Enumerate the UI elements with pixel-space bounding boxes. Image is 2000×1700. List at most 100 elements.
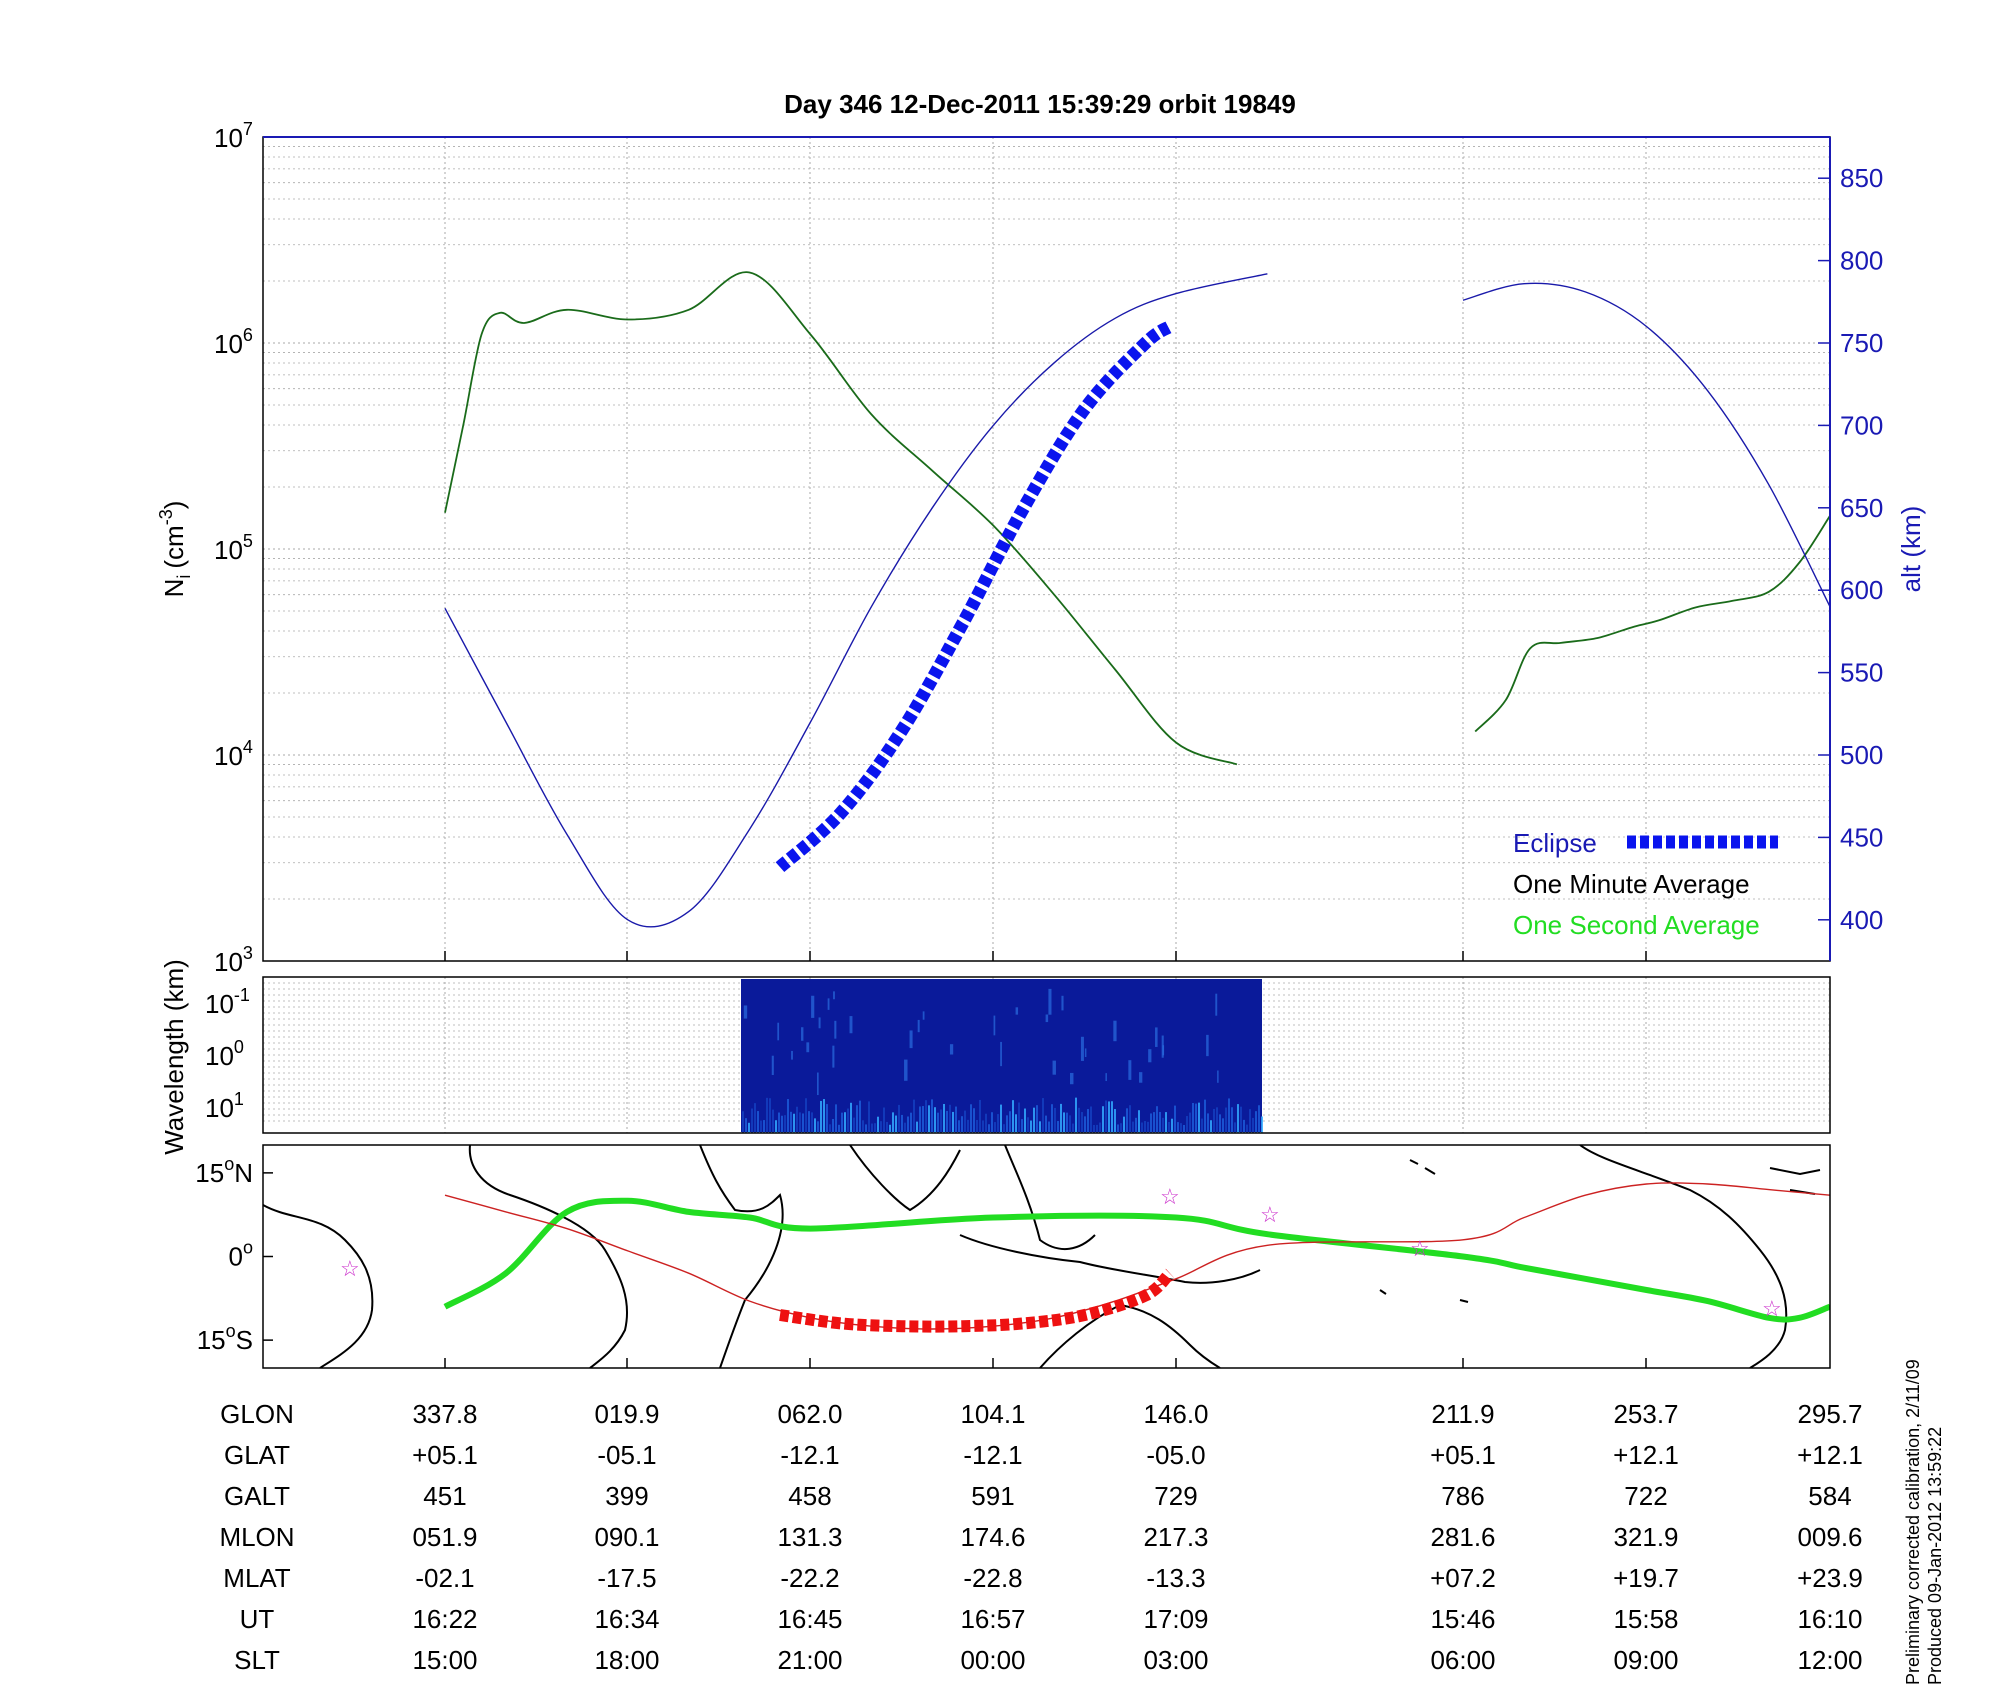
spectrogram-column <box>994 1122 996 1133</box>
spectrogram-column <box>1237 1104 1239 1133</box>
coastline-south-america <box>263 1204 374 1368</box>
spectrogram-column <box>970 1104 972 1133</box>
spectrogram-column <box>1177 1122 1179 1133</box>
spectrogram-column <box>1183 1124 1185 1133</box>
spectrogram-streak <box>949 1044 954 1055</box>
ephemeris-value: 16:10 <box>1797 1604 1862 1634</box>
spectrogram-column <box>1243 1119 1245 1133</box>
ephemeris-value: 17:09 <box>1143 1604 1208 1634</box>
spectrogram-column <box>1144 1120 1146 1133</box>
spectrogram-column <box>982 1120 984 1133</box>
ephemeris-value: 019.9 <box>594 1399 659 1429</box>
spectrogram-column <box>769 1098 771 1133</box>
spectrogram-column <box>1084 1116 1086 1133</box>
spectrogram-streak <box>1162 1045 1165 1056</box>
spectrogram-column <box>793 1113 795 1133</box>
ephemeris-value: 16:57 <box>960 1604 1025 1634</box>
ephemeris-value: 062.0 <box>777 1399 842 1429</box>
spectrogram-column <box>1141 1122 1143 1133</box>
spectrogram-column <box>796 1106 798 1133</box>
ni-axis-label: Ni (cm-3) <box>156 501 194 598</box>
spectrogram-frame <box>262 976 1831 1134</box>
wavelength-tick-label: 10-1 <box>205 985 250 1019</box>
spectrogram-column <box>1213 1108 1215 1133</box>
wavelength-tick-exponent: 0 <box>234 1037 244 1057</box>
spectrogram-column <box>1219 1114 1221 1133</box>
spectrogram-streak <box>849 1016 853 1034</box>
ni-tick-exponent: 7 <box>243 119 253 139</box>
hemisphere-letter: S <box>236 1325 253 1355</box>
spectrogram-column <box>742 1111 744 1133</box>
spectrogram-column <box>841 1112 843 1133</box>
calibration-note: Preliminary corrected calibration, 2/11/… <box>1903 1359 1923 1685</box>
spectrogram-column <box>838 1124 840 1133</box>
star-marker-icon: ☆ <box>1410 1236 1430 1261</box>
ni-subscript: i <box>174 575 194 579</box>
ephemeris-value: 03:00 <box>1143 1645 1208 1675</box>
main-grid <box>263 137 1830 962</box>
ephemeris-value: 337.8 <box>412 1399 477 1429</box>
spectrogram-column <box>883 1107 885 1133</box>
spectrogram-streak <box>777 1022 780 1041</box>
ephemeris-value: 15:58 <box>1613 1604 1678 1634</box>
spectrogram-column <box>889 1124 891 1133</box>
spectrogram-column <box>1111 1101 1113 1133</box>
ephemeris-value: +05.1 <box>1430 1440 1496 1470</box>
ephemeris-table: GLON 337.8 019.9 062.0 104.1 146.0 211.9 253.7 2… <box>219 1399 1862 1675</box>
spectrogram-streak <box>993 1015 996 1036</box>
wavelength-tick-label: 101 <box>205 1089 244 1123</box>
spectrogram-column <box>1078 1107 1080 1133</box>
spectrogram-column <box>1216 1107 1218 1133</box>
spectrogram-streak <box>1015 1007 1019 1015</box>
spectrogram-column <box>991 1112 993 1133</box>
spectrogram-column <box>757 1111 759 1133</box>
spectrogram-column <box>910 1112 912 1133</box>
degree-symbol: o <box>224 1154 234 1174</box>
spectrogram-column <box>1117 1124 1119 1133</box>
spectrogram-column <box>1168 1122 1170 1133</box>
altitude-tick-label: 800 <box>1840 246 1883 276</box>
legend-eclipse-label: Eclipse <box>1513 828 1597 858</box>
coastlines <box>263 1145 1821 1368</box>
spectrogram-column <box>1222 1118 1224 1133</box>
ephemeris-value: 399 <box>605 1481 648 1511</box>
spectrogram-column <box>988 1124 990 1133</box>
altitude-tick-label: 650 <box>1840 493 1883 523</box>
ni-unit: (cm <box>159 525 189 568</box>
ephemeris-value: +07.2 <box>1430 1563 1496 1593</box>
spectrogram-column <box>886 1121 888 1133</box>
spectrogram-column <box>1123 1116 1125 1133</box>
ephemeris-value: 451 <box>423 1481 466 1511</box>
spectrogram-column <box>916 1121 918 1133</box>
spectrogram-column <box>829 1124 831 1133</box>
spectrogram-column <box>787 1099 789 1133</box>
spectrogram-streak <box>1105 1073 1107 1082</box>
altitude-line <box>1462 282 1830 608</box>
ephemeris-row-label: MLAT <box>223 1563 291 1593</box>
ni-tick-base: 10 <box>214 535 243 565</box>
ephemeris-value: -02.1 <box>415 1563 474 1593</box>
ni-unit-exponent: -3 <box>156 509 176 525</box>
spectrogram-streak <box>1052 1060 1056 1075</box>
spectrogram-column <box>832 1118 834 1133</box>
ephemeris-value: 217.3 <box>1143 1522 1208 1552</box>
spectrogram-column <box>1015 1114 1017 1133</box>
hemisphere-letter: N <box>234 1158 253 1188</box>
spectrogram-column <box>1021 1119 1023 1133</box>
spectrogram-column <box>949 1104 951 1133</box>
main-series <box>444 271 1830 928</box>
ni-tick-base: 10 <box>214 947 243 977</box>
spectrogram-column <box>847 1108 849 1133</box>
spectrogram-column <box>1189 1112 1191 1133</box>
spectrogram-column <box>1225 1107 1227 1133</box>
spectrogram-column <box>814 1118 816 1133</box>
spectrogram-column <box>778 1112 780 1133</box>
spectrogram-streak <box>1206 1034 1209 1057</box>
spectrogram-column <box>760 1120 762 1133</box>
latitude-degrees: 15 <box>197 1325 226 1355</box>
spectrogram-column <box>1207 1113 1209 1133</box>
latitude-tick-label: 15oN <box>195 1154 253 1188</box>
